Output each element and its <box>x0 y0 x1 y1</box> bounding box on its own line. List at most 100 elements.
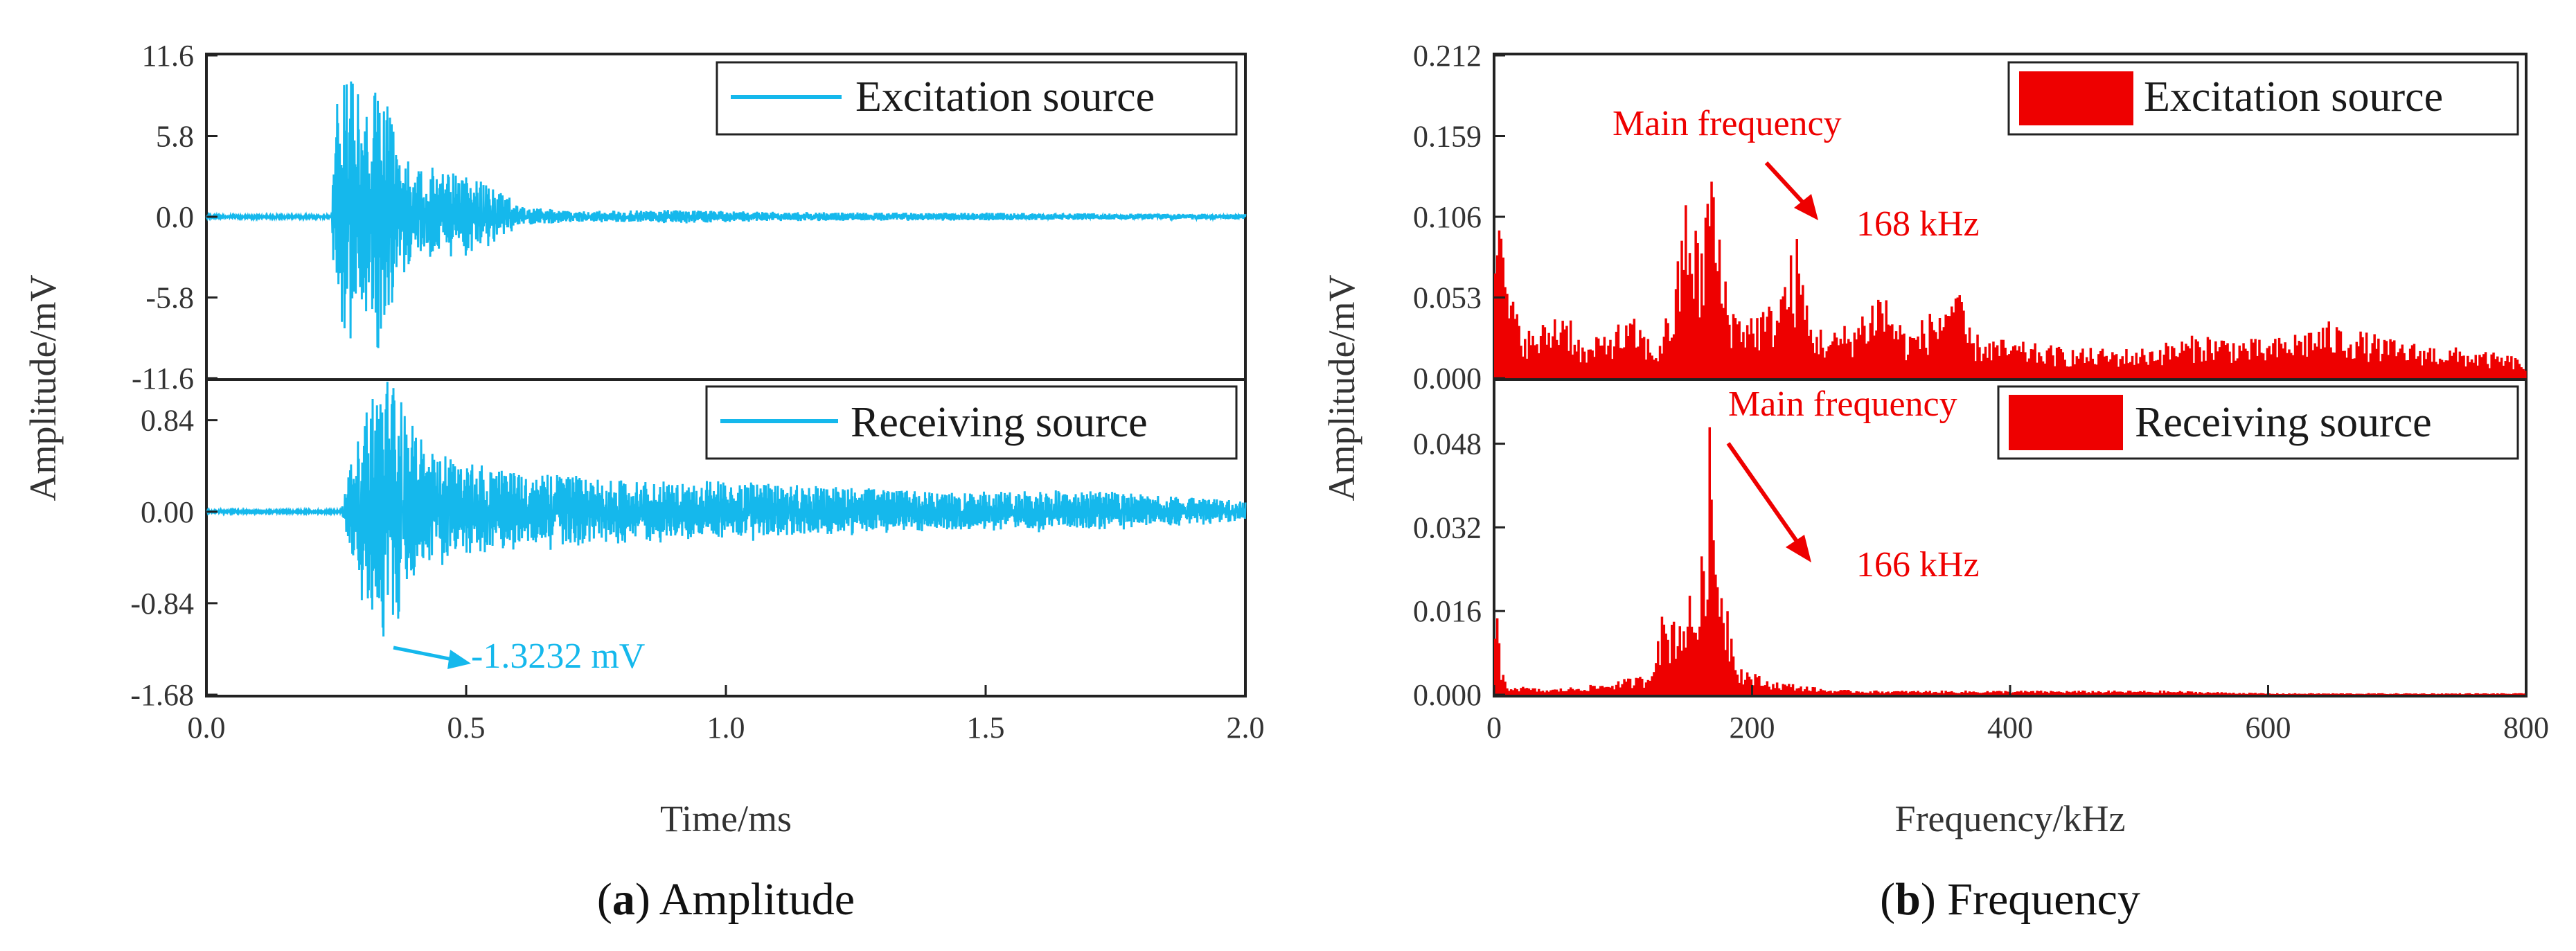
spectrum-bar <box>1770 311 1773 378</box>
spectrum-bar <box>2107 691 2110 695</box>
spectrum-bar <box>2268 346 2271 378</box>
spectrum-bar <box>2300 341 2302 378</box>
spectrum-bar <box>1827 691 1830 695</box>
spectrum-bar <box>1730 348 1733 378</box>
spectrum-bar <box>2050 345 2052 378</box>
x-axis-label-time: Time/ms <box>660 798 792 839</box>
spectrum-bar <box>2276 357 2279 378</box>
spectrum-bar <box>2375 348 2378 378</box>
spectrum-bar <box>1615 684 1618 695</box>
spectrum-bar <box>2135 353 2138 378</box>
spectrum-bar <box>2016 350 2019 378</box>
spectrum-bar <box>1587 349 1590 378</box>
spectrum-bar <box>2137 363 2140 378</box>
spectrum-bar <box>1811 343 1814 378</box>
spectrum-bar <box>2234 360 2237 378</box>
spectrum-bar <box>2111 691 2114 695</box>
spectrum-bar <box>1795 239 1798 378</box>
spectrum-bar <box>2424 694 2428 695</box>
spectrum-bar <box>1621 684 1624 695</box>
spectrum-bar <box>2155 692 2158 695</box>
spectrum-bar <box>2407 693 2410 695</box>
spectrum-bar <box>2217 692 2219 695</box>
spectrum-bar <box>2403 693 2406 695</box>
spectrum-bar <box>1818 354 1820 378</box>
spectrum-bar <box>1529 690 1533 695</box>
spectrum-bar <box>1990 692 1993 695</box>
spectrum-bar <box>2305 357 2309 378</box>
spectrum-bar <box>1726 315 1729 378</box>
spectrum-bar <box>2438 358 2442 378</box>
spectrum-bar <box>2000 691 2003 695</box>
spectrum-bar <box>1688 596 1691 695</box>
spectrum-bar <box>2027 358 2031 378</box>
spectrum-bar <box>1555 689 1558 695</box>
spectrum-bar <box>2506 693 2509 695</box>
spectrum-bar <box>2316 693 2318 695</box>
spectrum-bar <box>2393 693 2396 695</box>
spectrum-bar <box>2454 347 2458 378</box>
spectrum-bar <box>2307 693 2311 695</box>
spectrum-bar <box>2236 358 2239 378</box>
spectrum-bar <box>1871 305 1874 378</box>
spectrum-bar <box>2486 693 2489 695</box>
spectrum-bar <box>2093 364 2096 378</box>
spectrum-bar <box>2048 348 2050 378</box>
spectrum-bar <box>2419 350 2422 378</box>
y-tick-label: 0.106 <box>1413 200 1482 234</box>
spectrum-bar <box>1944 314 1947 378</box>
spectrum-bar <box>1908 691 1912 695</box>
spectrum-bar <box>1567 689 1570 695</box>
spectrum-bar <box>2183 693 2185 695</box>
spectrum-bar <box>2397 693 2400 695</box>
spectrum-bar <box>1623 679 1626 695</box>
spectrum-bar <box>1657 361 1660 378</box>
spectrum-bar <box>1658 665 1662 695</box>
spectrum-bar <box>2158 691 2162 695</box>
spectrum-bar <box>2169 692 2171 695</box>
spectrum-bar <box>2518 693 2521 695</box>
spectrum-bar <box>2248 359 2251 378</box>
spectrum-bar <box>2153 361 2156 378</box>
spectrum-bar <box>1565 326 1568 378</box>
spectrum-bar <box>2256 693 2259 695</box>
spectrum-bar <box>2302 355 2304 378</box>
spectrum-bar <box>2055 691 2059 695</box>
spectrum-bar <box>2119 359 2122 378</box>
legend-swatch <box>2009 395 2123 450</box>
spectrum-bar <box>2345 357 2348 378</box>
annotation-label: Main frequency <box>1728 384 1957 424</box>
spectrum-bar <box>1724 281 1727 378</box>
annotation-arrow <box>1726 442 1803 549</box>
spectrum-bar <box>1859 335 1862 378</box>
spectrum-bar <box>1662 624 1666 695</box>
spectrum-bar <box>2510 356 2513 378</box>
spectrum-bar <box>2176 357 2180 378</box>
spectrum-bar <box>2331 693 2334 695</box>
spectrum-bar <box>1702 305 1705 378</box>
spectrum-bar <box>2194 339 2197 378</box>
spectrum-bar <box>2449 693 2451 695</box>
spectrum-bar <box>2464 366 2467 378</box>
spectrum-bar <box>1744 347 1747 378</box>
spectrum-bar <box>1910 338 1914 378</box>
spectrum-bar <box>1603 337 1606 378</box>
spectrum-bar <box>2516 359 2519 378</box>
spectrum-bar <box>1667 639 1669 695</box>
spectrum-bar <box>2357 346 2360 378</box>
spectrum-bar <box>2236 693 2239 695</box>
spectrum-bar <box>1869 323 1872 378</box>
spectrum-bar <box>1655 358 1658 378</box>
spectrum-bar <box>2038 352 2041 378</box>
spectrum-bar <box>2470 359 2473 378</box>
spectrum-bar <box>2000 339 2003 378</box>
spectrum-bar <box>2218 693 2221 695</box>
spectrum-bar <box>1964 334 1967 378</box>
caption-b: (b) Frequency <box>1880 874 2140 925</box>
spectrum-bar <box>1534 688 1536 695</box>
spectrum-bar <box>1698 317 1701 378</box>
spectrum-bar <box>2413 344 2416 378</box>
panel-a-amplitude: Excitation source Receiving source -1.32… <box>22 39 1265 925</box>
spectrum-bar <box>1847 690 1850 695</box>
spectrum-bar <box>2224 345 2227 378</box>
